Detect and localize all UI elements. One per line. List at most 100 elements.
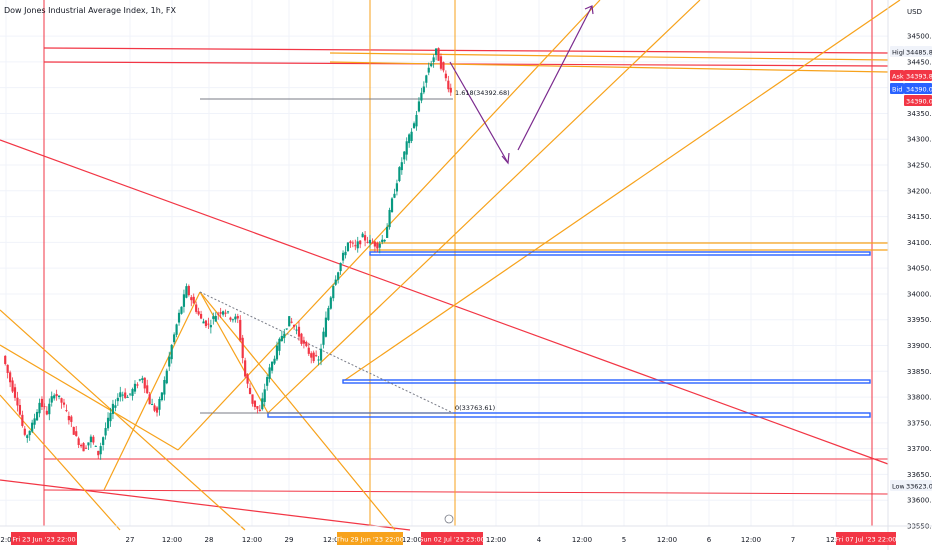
- candle-body: [241, 337, 244, 359]
- candle-body: [190, 297, 193, 301]
- candle-body: [253, 400, 257, 407]
- candle-body: [185, 286, 188, 298]
- high-label: High: [892, 49, 907, 57]
- candle-body: [57, 395, 61, 398]
- candle-body: [155, 407, 159, 413]
- candle-body: [202, 321, 205, 324]
- candle-body: [425, 75, 428, 83]
- time-tick: 12:00: [162, 536, 182, 544]
- candle-body: [192, 296, 195, 304]
- candle-body: [131, 389, 134, 396]
- price-tick: 34350.00: [907, 110, 932, 118]
- candle-body: [368, 239, 372, 244]
- orange-hline-2: [329, 61, 889, 73]
- blue-zone: [342, 379, 871, 384]
- candle-body: [175, 324, 178, 335]
- time-highlight-cur-box: [421, 532, 483, 545]
- candle-body: [153, 405, 156, 411]
- candle-body: [151, 404, 154, 406]
- candle-body: [21, 414, 24, 426]
- candle-body: [310, 353, 313, 358]
- candle-body: [248, 387, 252, 394]
- last-price: 34390.03: [906, 98, 932, 106]
- candle-body: [400, 162, 403, 171]
- candle-body: [420, 92, 423, 101]
- candle-body: [315, 355, 318, 357]
- candle-body: [126, 396, 129, 398]
- chart-title: Dow Jones Industrial Average Index, 1h, …: [4, 6, 176, 15]
- candle-body: [104, 428, 107, 436]
- candle-body: [447, 80, 450, 90]
- candle-body: [329, 297, 332, 309]
- candle-body: [133, 383, 137, 392]
- candle-body: [33, 418, 36, 425]
- candle-body: [297, 326, 301, 337]
- candle-body: [217, 313, 220, 315]
- red-trendline: [0, 139, 889, 465]
- candle-body: [18, 404, 22, 415]
- candle-body: [13, 387, 17, 398]
- candle-body: [97, 450, 100, 456]
- red-hline-top: [43, 47, 889, 54]
- ask-value: 34393.81: [906, 73, 932, 81]
- candle-body: [432, 57, 435, 62]
- candle-body: [158, 399, 161, 410]
- price-tick: 34250.00: [907, 162, 932, 170]
- candle-body: [195, 304, 198, 312]
- candle-body: [442, 62, 445, 71]
- low-value: 33623.03: [906, 483, 932, 491]
- candle-body: [87, 442, 90, 446]
- candle-body: [312, 352, 315, 362]
- candle-body: [226, 311, 230, 313]
- candle-body: [346, 242, 350, 252]
- candle-body: [398, 167, 401, 181]
- candle-body: [38, 402, 41, 414]
- projection-arrow-down: [449, 61, 509, 164]
- candle-body: [187, 285, 190, 296]
- candle-body: [393, 193, 396, 198]
- candle-body: [266, 377, 269, 386]
- candle-body: [53, 395, 56, 399]
- candle-body: [6, 364, 9, 373]
- candle-body: [437, 48, 440, 61]
- fib-label-1618: 1.618(34392.68): [455, 89, 510, 97]
- price-tick: 34500.00: [907, 33, 932, 41]
- candle-body: [444, 73, 447, 79]
- candles: [4, 47, 452, 460]
- candle-body: [236, 316, 239, 319]
- price-tick: 34300.00: [907, 136, 932, 144]
- candle-body: [109, 412, 112, 422]
- candle-body: [209, 325, 212, 328]
- candle-body: [354, 245, 357, 247]
- orange-leg-3: [199, 291, 396, 531]
- candle-body: [390, 198, 394, 213]
- time-highlight-mid-box: [337, 532, 403, 545]
- candle-body: [65, 410, 68, 412]
- candle-body: [106, 417, 110, 429]
- price-axis[interactable]: 33550.0033600.0033650.0033700.0033750.00…: [887, 0, 932, 550]
- candle-body: [143, 377, 146, 389]
- candle-body: [324, 317, 328, 337]
- time-axis[interactable]: 12:00 27 12:00 28 12:00 29 12:00 12:00 12:00 4 12:…: [0, 514, 932, 545]
- candle-body: [317, 359, 320, 361]
- candle-body: [344, 251, 347, 256]
- price-tick: 33950.00: [907, 316, 932, 324]
- time-tick: 27: [126, 536, 135, 544]
- candle-body: [381, 239, 384, 242]
- candle-body: [94, 445, 97, 447]
- candle-body: [273, 358, 276, 364]
- red-hline-low: [43, 489, 889, 495]
- time-tick: 12:00: [323, 536, 343, 544]
- candle-body: [408, 134, 411, 144]
- candle-body: [165, 370, 168, 384]
- candle-body: [349, 241, 352, 243]
- event-icon: [444, 514, 454, 524]
- time-tick: 28: [205, 536, 214, 544]
- projection-arrowhead-up: [584, 5, 594, 15]
- candle-body: [219, 312, 222, 314]
- candle-body: [283, 333, 286, 338]
- projection-arrow-up: [517, 5, 593, 151]
- candle-body: [378, 243, 381, 248]
- candle-body: [305, 342, 308, 347]
